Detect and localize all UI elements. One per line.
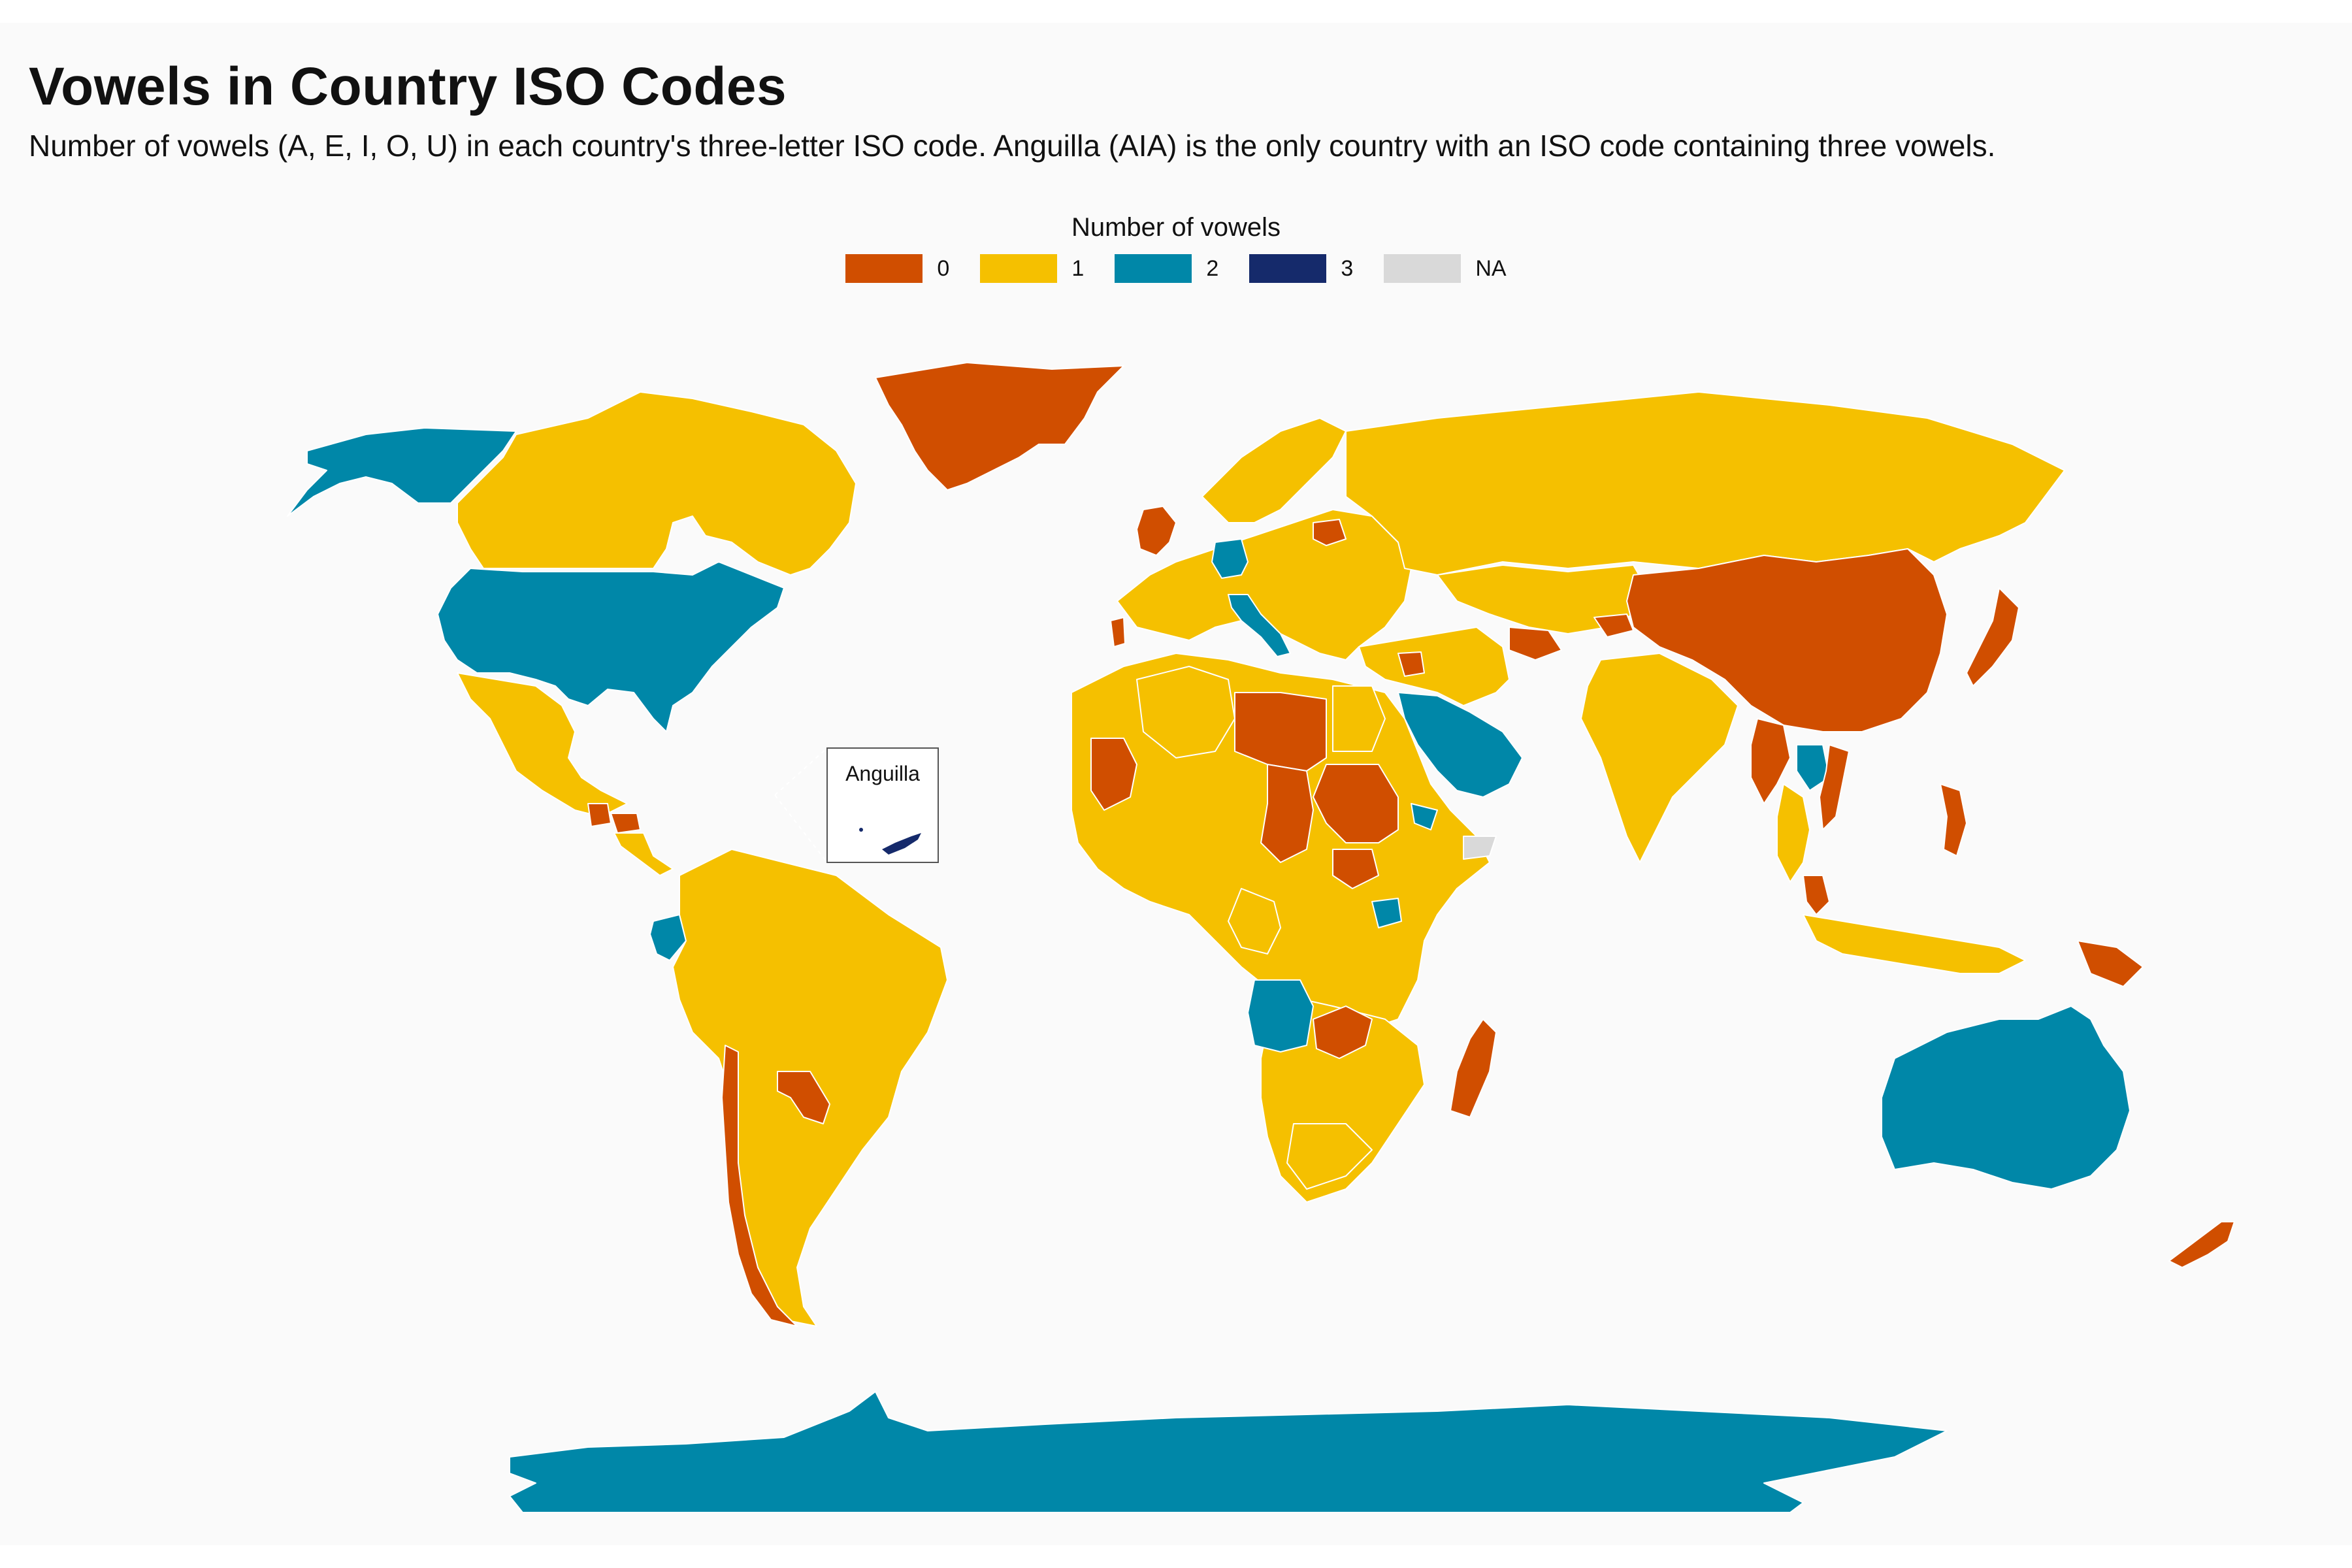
legend-label-na: NA [1475, 255, 1507, 281]
region-indonesia[interactable] [1803, 914, 2026, 974]
region-paraguay[interactable] [777, 1071, 830, 1124]
anguilla-islet-dot [859, 828, 863, 832]
region-sudan[interactable] [1313, 764, 1399, 843]
region-syria[interactable] [1397, 651, 1425, 677]
region-congo[interactable] [1228, 888, 1281, 955]
region-philippines[interactable] [1940, 783, 1967, 857]
legend-swatch-na [1384, 254, 1462, 283]
legend-title: Number of vowels [1071, 213, 1281, 242]
inset-label: Anguilla [845, 762, 920, 785]
region-china[interactable] [1626, 548, 1948, 732]
region-portugal[interactable] [1110, 617, 1126, 647]
map-subtitle: Number of vowels (A, E, I, O, U) in each… [29, 129, 1996, 163]
map-title: Vowels in Country ISO Codes [29, 57, 787, 116]
region-libya[interactable] [1234, 692, 1327, 772]
region-turkmenistan[interactable] [1509, 627, 1562, 661]
legend-label-0: 0 [937, 255, 950, 281]
region-mauritania[interactable] [1090, 738, 1137, 811]
region-myanmar[interactable] [1750, 718, 1791, 804]
region-somaliland[interactable] [1463, 836, 1497, 860]
legend-swatch-0 [845, 254, 923, 283]
region-chile[interactable] [721, 1045, 798, 1327]
region-canada[interactable] [457, 391, 857, 576]
region-uganda[interactable] [1371, 898, 1402, 928]
region-anguilla[interactable] [882, 833, 921, 855]
region-angola[interactable] [1247, 979, 1314, 1053]
region-new-zealand[interactable] [2168, 1221, 2235, 1268]
region-germany[interactable] [1211, 538, 1249, 579]
region-papua-new-guinea[interactable] [2077, 940, 2144, 987]
region-southeast-asia[interactable] [1776, 783, 1810, 883]
region-belarus[interactable] [1313, 519, 1347, 546]
legend: Number of vowels 0 1 2 3 NA [0, 213, 2352, 283]
legend-label-1: 1 [1071, 255, 1085, 281]
region-zambia[interactable] [1313, 1005, 1373, 1059]
world-map: Anguilla [287, 362, 2235, 1513]
legend-items: 0 1 2 3 NA [0, 254, 2352, 283]
legend-swatch-3 [1249, 254, 1327, 283]
region-algeria[interactable] [1136, 666, 1235, 759]
region-saudi-arabia[interactable] [1397, 692, 1523, 798]
region-united-states[interactable] [437, 561, 785, 732]
legend-item-3: 3 [1249, 254, 1360, 283]
region-australia[interactable] [1881, 1005, 2131, 1190]
legend-label-2: 2 [1206, 255, 1219, 281]
region-central-america[interactable] [613, 832, 674, 876]
legend-swatch-1 [980, 254, 1058, 283]
region-egypt[interactable] [1332, 685, 1386, 752]
region-vietnam[interactable] [1819, 744, 1850, 830]
region-greenland[interactable] [875, 362, 1124, 491]
region-middle-east[interactable] [1358, 627, 1510, 706]
region-south-sudan[interactable] [1332, 849, 1379, 889]
region-united-kingdom[interactable] [1136, 506, 1177, 556]
region-madagascar[interactable] [1450, 1019, 1497, 1118]
region-scandinavia[interactable] [1201, 417, 1347, 523]
legend-swatch-2 [1115, 254, 1192, 283]
inset-box [826, 747, 939, 863]
legend-item-2: 2 [1115, 254, 1226, 283]
region-russia[interactable] [1345, 391, 2065, 576]
region-malaysia[interactable] [1803, 875, 1830, 915]
region-india[interactable] [1580, 653, 1739, 863]
legend-item-na: NA [1384, 254, 1507, 283]
region-japan[interactable] [1966, 587, 2019, 687]
region-italy[interactable] [1228, 594, 1291, 657]
region-kyrgyzstan[interactable] [1593, 613, 1634, 638]
region-honduras[interactable] [610, 813, 641, 834]
region-eritrea[interactable] [1411, 803, 1438, 830]
region-south-africa[interactable] [1286, 1123, 1373, 1190]
region-alaska[interactable] [287, 427, 517, 517]
legend-item-0: 0 [845, 254, 956, 283]
anguilla-inset: Anguilla [774, 747, 939, 863]
region-chad[interactable] [1260, 764, 1314, 863]
legend-item-1: 1 [980, 254, 1091, 283]
inset-leader-line [774, 747, 828, 863]
region-mexico[interactable] [457, 672, 628, 817]
region-guatemala[interactable] [587, 803, 612, 827]
legend-label-3: 3 [1341, 255, 1354, 281]
region-laos[interactable] [1796, 744, 1830, 791]
region-antarctica[interactable] [509, 1391, 1948, 1513]
